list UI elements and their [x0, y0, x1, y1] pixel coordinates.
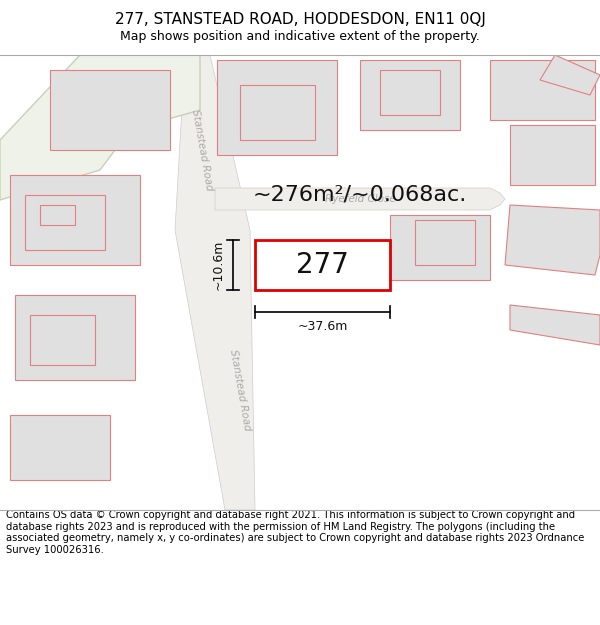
Bar [390, 215, 490, 280]
Bar [510, 125, 595, 185]
Text: Stanstead Road: Stanstead Road [228, 349, 252, 431]
Bar [415, 220, 475, 265]
Bar [240, 85, 315, 140]
Bar [30, 315, 95, 365]
Bar [25, 195, 105, 250]
Text: Map shows position and indicative extent of the property.: Map shows position and indicative extent… [120, 30, 480, 43]
Text: ~276m²/~0.068ac.: ~276m²/~0.068ac. [253, 185, 467, 205]
Bar [490, 60, 595, 120]
Polygon shape [505, 205, 600, 275]
Polygon shape [215, 188, 505, 210]
Text: 277, STANSTEAD ROAD, HODDESDON, EN11 0QJ: 277, STANSTEAD ROAD, HODDESDON, EN11 0QJ [115, 12, 485, 27]
Bar [217, 60, 337, 155]
Text: 277: 277 [296, 251, 349, 279]
Polygon shape [0, 55, 200, 200]
Polygon shape [540, 55, 600, 95]
Bar [380, 70, 440, 115]
Bar [10, 175, 140, 265]
Text: ~37.6m: ~37.6m [298, 320, 347, 333]
Bar [255, 240, 390, 290]
Polygon shape [510, 305, 600, 345]
Text: ~10.6m: ~10.6m [212, 240, 225, 290]
Text: Contains OS data © Crown copyright and database right 2021. This information is : Contains OS data © Crown copyright and d… [6, 510, 584, 555]
Bar [40, 205, 75, 225]
Bar [15, 295, 135, 380]
Text: Ryefeld Close: Ryefeld Close [325, 194, 395, 204]
Bar [10, 415, 110, 480]
Text: Stanstead Road: Stanstead Road [190, 109, 214, 191]
Bar [360, 60, 460, 130]
Polygon shape [175, 55, 255, 510]
Bar [50, 70, 170, 150]
